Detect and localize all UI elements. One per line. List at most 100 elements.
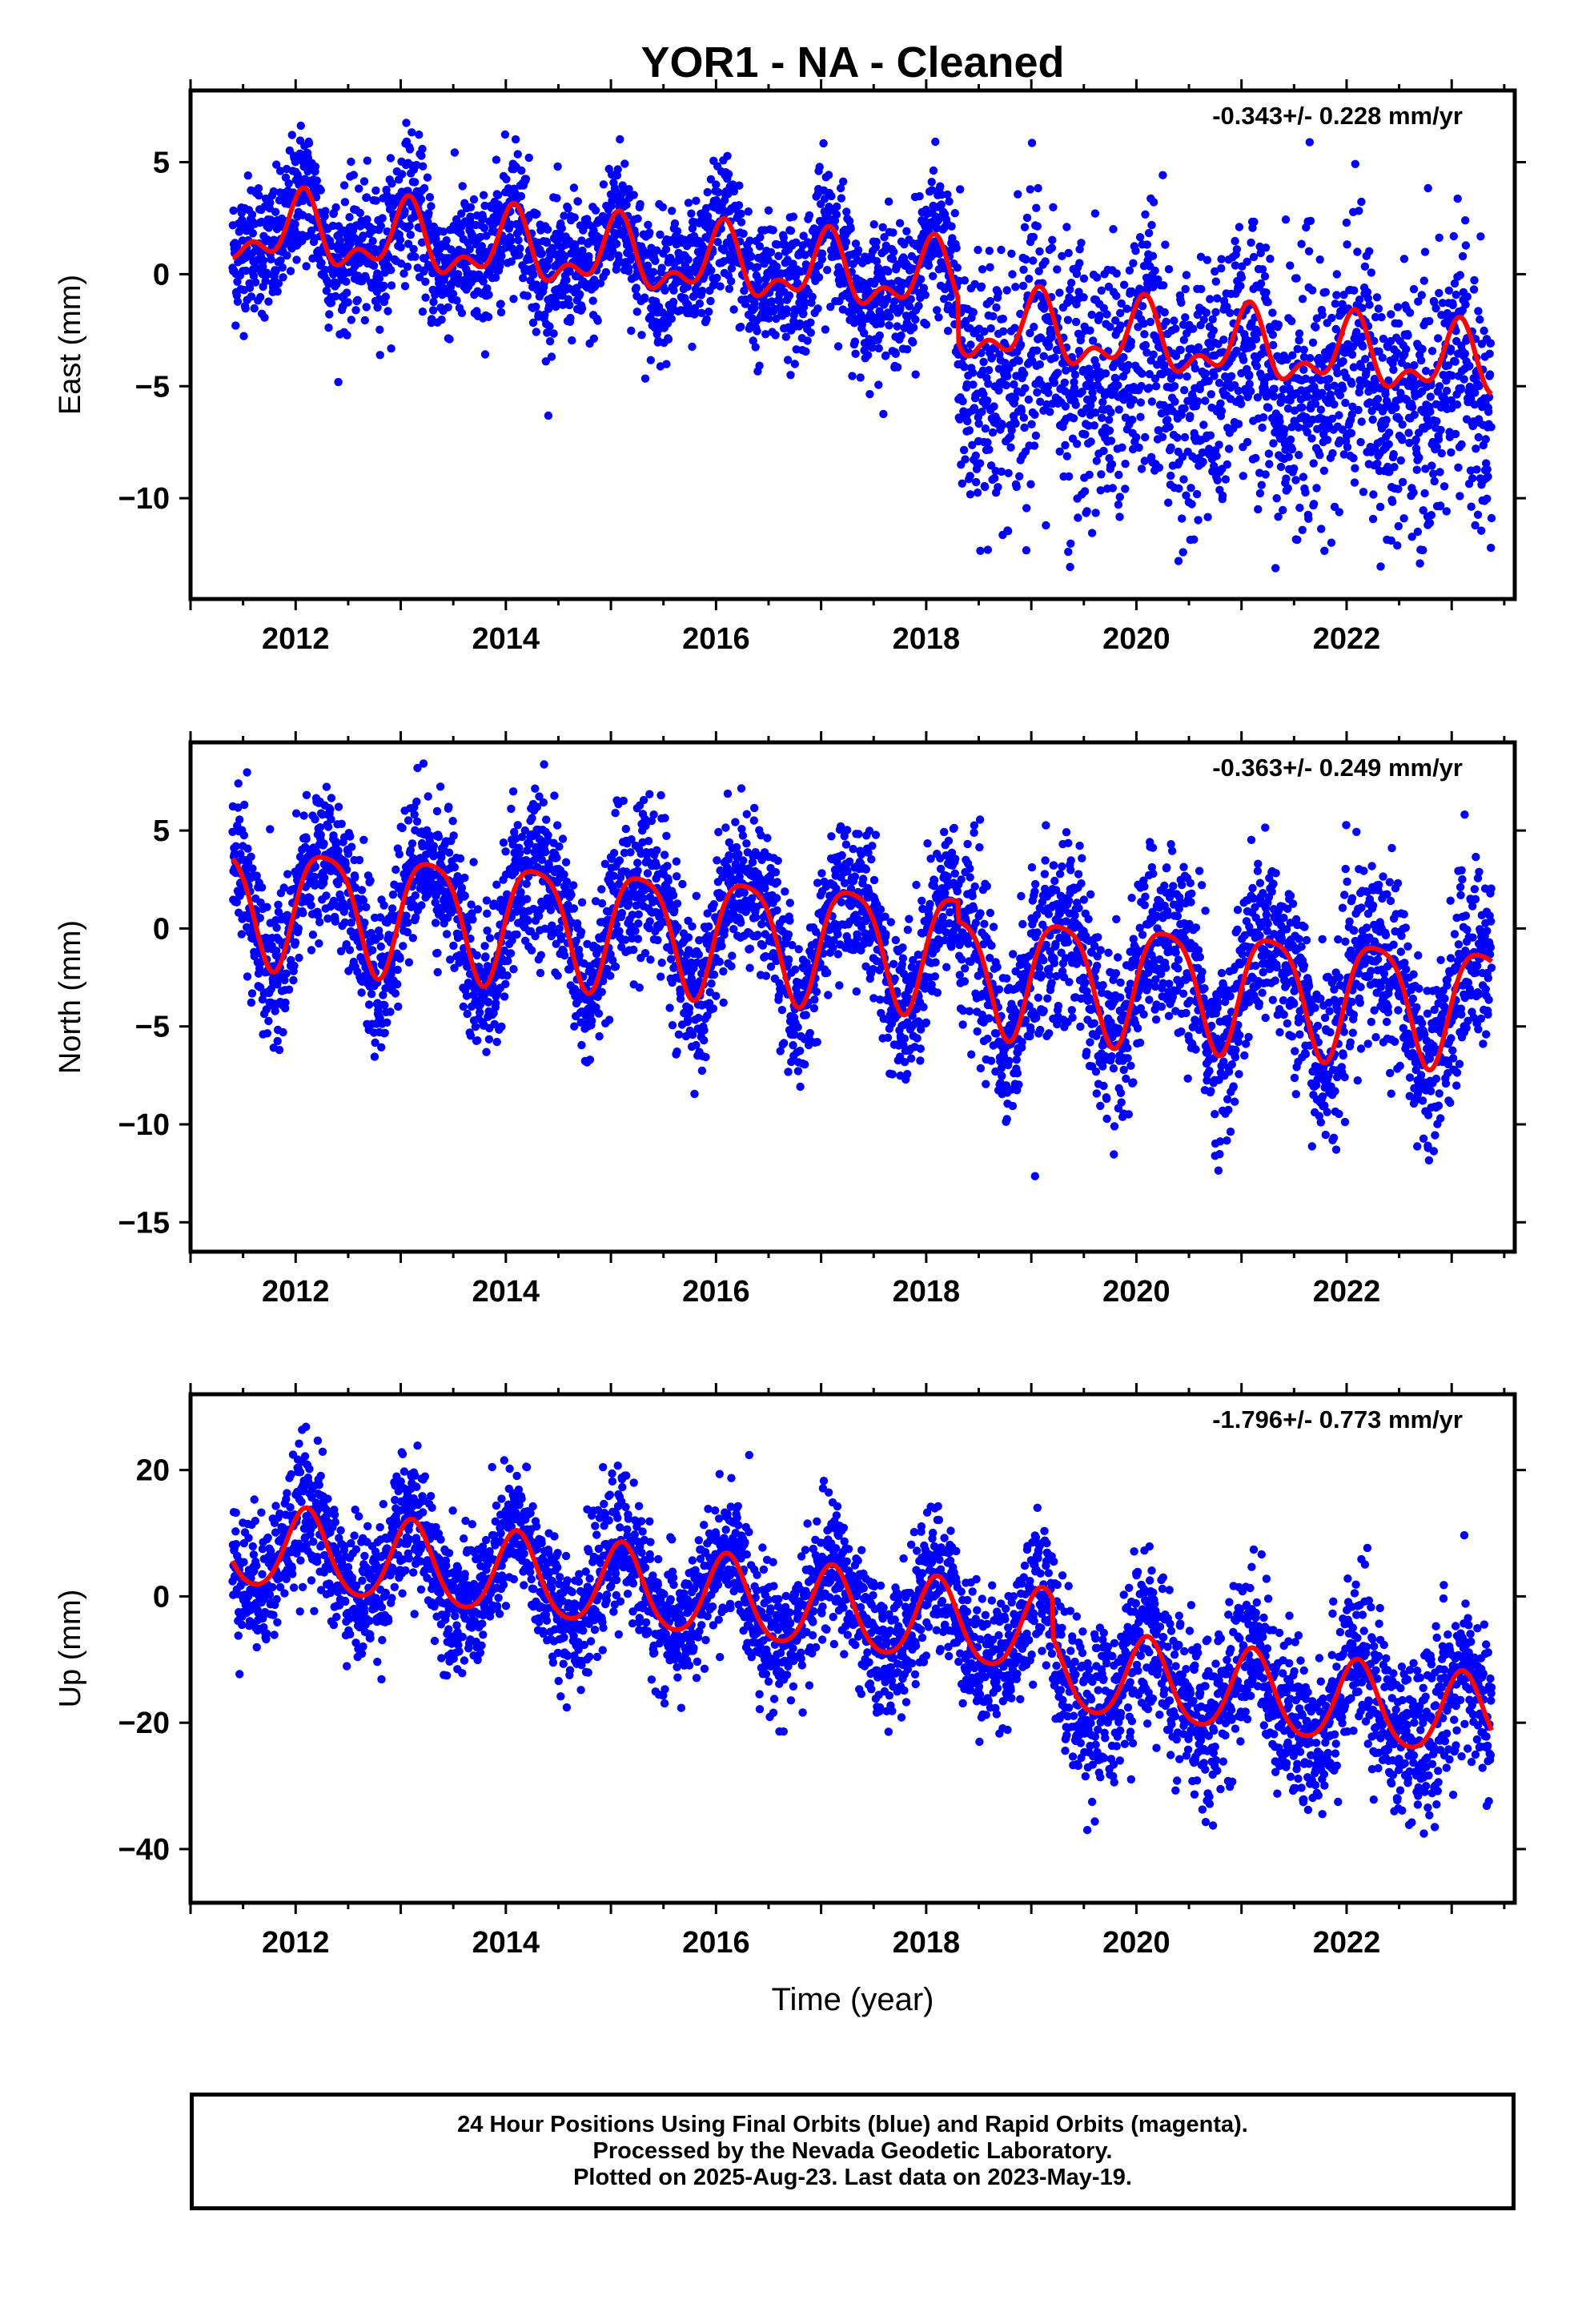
data-point (1435, 288, 1443, 298)
data-point (649, 267, 658, 276)
data-point (357, 886, 367, 895)
data-point (1243, 437, 1252, 447)
data-point (262, 1005, 271, 1014)
data-point (1251, 335, 1261, 344)
data-point (419, 759, 428, 768)
data-point (502, 175, 511, 183)
data-point (1022, 255, 1030, 264)
data-point (706, 175, 716, 184)
data-point (1398, 436, 1407, 444)
data-point (727, 276, 736, 286)
data-point (767, 297, 777, 306)
data-point (1121, 413, 1130, 422)
data-point (1062, 223, 1071, 231)
data-point (1048, 235, 1057, 244)
data-point (480, 350, 490, 359)
data-point (1134, 443, 1143, 452)
data-point (400, 207, 409, 215)
data-point (1370, 336, 1379, 345)
data-point (684, 199, 693, 207)
data-point (624, 185, 633, 194)
data-point (1379, 334, 1388, 344)
data-point (1212, 452, 1221, 460)
data-point (416, 195, 426, 204)
data-point (400, 282, 410, 291)
data-point (1085, 470, 1094, 479)
data-point (1138, 302, 1147, 311)
data-point (1404, 428, 1413, 437)
data-point (1473, 510, 1483, 519)
data-point (395, 850, 404, 858)
data-point (239, 332, 248, 340)
data-point (1137, 381, 1146, 391)
data-point (1109, 225, 1118, 234)
data-point (1446, 344, 1456, 353)
data-point (480, 201, 489, 211)
data-point (249, 271, 259, 280)
data-point (1118, 372, 1128, 381)
data-point (1421, 464, 1430, 473)
data-point (1449, 231, 1459, 241)
data-point (1239, 472, 1248, 480)
data-point (669, 286, 678, 295)
data-point (870, 313, 879, 323)
data-point (408, 934, 417, 943)
data-point (985, 445, 994, 454)
data-point (340, 198, 350, 207)
data-point (1027, 420, 1036, 428)
data-point (1178, 548, 1187, 557)
data-point (1357, 197, 1366, 207)
data-point (307, 946, 316, 955)
data-point (1461, 216, 1470, 225)
data-point (1375, 502, 1385, 512)
data-point (1486, 339, 1496, 348)
data-point (601, 267, 611, 277)
data-point (750, 299, 759, 308)
data-point (314, 911, 323, 920)
data-point (1432, 416, 1441, 426)
data-point (532, 210, 541, 219)
data-point (1066, 539, 1075, 548)
data-point (275, 1045, 284, 1055)
data-point (1419, 506, 1427, 515)
data-point (1435, 233, 1443, 242)
data-point (1047, 243, 1057, 252)
data-point (241, 266, 251, 275)
data-point (772, 262, 781, 271)
data-point (234, 779, 243, 788)
data-point (383, 251, 393, 260)
data-point (1436, 425, 1445, 435)
data-point (960, 276, 970, 285)
data-point (1427, 511, 1436, 520)
data-point (1053, 368, 1062, 377)
data-point (1202, 308, 1211, 317)
data-point (929, 166, 938, 175)
data-point (450, 148, 460, 157)
data-point (1166, 471, 1175, 480)
data-point (1461, 241, 1471, 250)
data-point (1288, 351, 1297, 360)
data-point (1061, 440, 1070, 450)
data-point (868, 343, 877, 352)
data-point (1108, 484, 1118, 493)
data-point (1328, 448, 1337, 458)
data-point (322, 286, 331, 296)
data-point (1423, 183, 1432, 193)
data-point (729, 187, 739, 196)
data-point (879, 409, 888, 419)
data-point (1253, 393, 1263, 402)
data-point (368, 946, 377, 955)
data-point (1206, 295, 1215, 304)
data-point (1463, 292, 1472, 301)
data-point (575, 290, 584, 299)
data-point (1394, 319, 1403, 328)
data-point (983, 545, 993, 554)
data-point (1206, 431, 1215, 440)
data-point (1217, 407, 1227, 416)
data-point (1111, 374, 1121, 383)
data-point (259, 262, 267, 271)
data-point (1261, 470, 1270, 479)
data-point (815, 163, 824, 171)
data-point (1190, 535, 1199, 544)
data-point (803, 336, 812, 345)
